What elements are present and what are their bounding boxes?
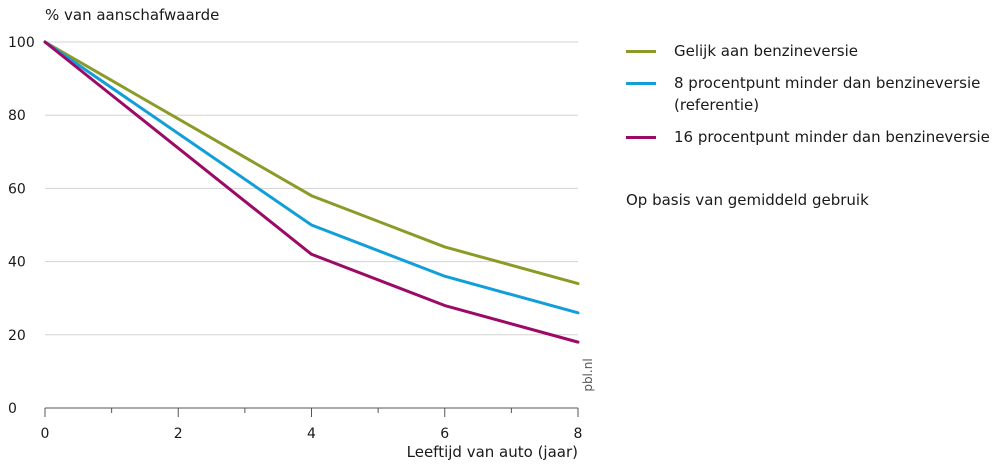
y-tick-label-40: 40 (8, 255, 26, 271)
series-line-0 (43, 40, 580, 286)
x-axis-label: Leeftijd van auto (jaar) (406, 443, 578, 461)
x-tick-label-0: 0 (41, 426, 50, 442)
series-line-2 (43, 40, 580, 344)
y-tick-label-80: 80 (8, 108, 26, 124)
legend-item-gelijk: Gelijk aan benzineversie (626, 40, 998, 62)
legend-swatch-8-procentpunt (626, 82, 656, 85)
legend-swatch-gelijk (626, 50, 656, 53)
series-line-1 (43, 40, 580, 315)
y-tick-label-20: 20 (8, 328, 26, 344)
legend-label-gelijk: Gelijk aan benzineversie (674, 42, 858, 60)
axes (44, 407, 579, 417)
legend-item-16-procentpunt: 16 procentpunt minder dan benzineversie (626, 126, 998, 148)
y-tick-label-100: 100 (8, 35, 35, 51)
y-tick-label-60: 60 (8, 181, 26, 197)
legend-item-8-procentpunt: 8 procentpunt minder dan benzineversie (… (626, 72, 998, 116)
legend-label-8-procentpunt: 8 procentpunt minder dan benzineversie (… (674, 74, 981, 114)
legend-label-16-procentpunt: 16 procentpunt minder dan benzineversie (674, 128, 990, 146)
x-tick-label-6: 6 (440, 426, 449, 442)
y-axis-label: % van aanschafwaarde (45, 6, 220, 24)
source-label: pbl.nl (581, 358, 595, 392)
x-tick-label-2: 2 (174, 426, 183, 442)
grid-lines (45, 41, 578, 336)
series-lines (43, 40, 580, 344)
x-tick-label-8: 8 (574, 426, 583, 442)
x-tick-label-4: 4 (307, 426, 316, 442)
legend: Gelijk aan benzineversie 8 procentpunt m… (626, 40, 998, 158)
y-tick-label-0: 0 (8, 401, 17, 417)
chart-note: Op basis van gemiddeld gebruik (626, 191, 869, 209)
legend-swatch-16-procentpunt (626, 136, 656, 139)
tick-labels: 0 20 40 60 80 100 0 2 4 6 8 (8, 35, 582, 442)
